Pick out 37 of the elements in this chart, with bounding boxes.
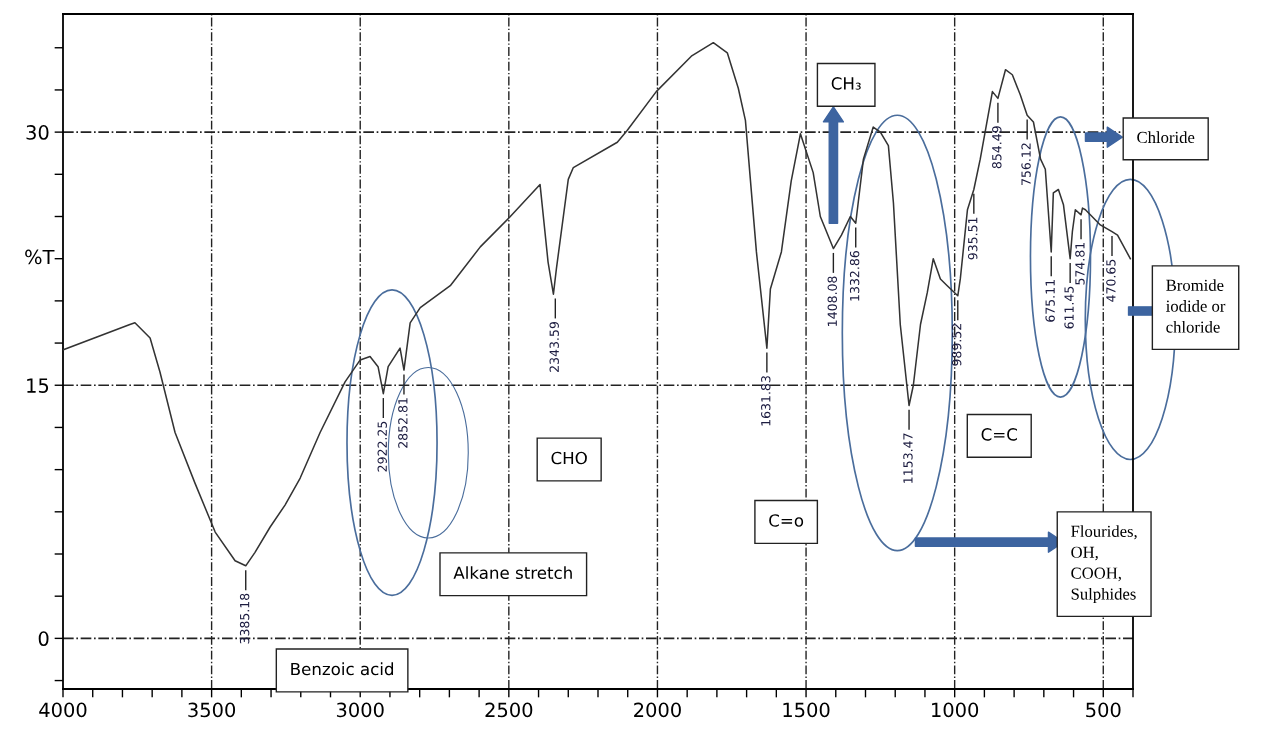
annotation: 470.65: [1106, 259, 1116, 302]
text: Chloride: [1137, 131, 1195, 144]
annotation: 854.49: [992, 126, 1002, 169]
annotation: Alkane stretch: [453, 566, 572, 580]
annotation: 935.51: [968, 217, 978, 260]
annotation: CHO: [551, 451, 587, 465]
y-tick-label: 30: [26, 125, 49, 140]
y-tick-label: 15: [27, 378, 49, 393]
annotation: 1153.47: [903, 433, 913, 483]
annotation: C=o: [769, 514, 804, 527]
annotation: 3385.18: [239, 593, 250, 644]
annotation: Benzoic acid: [291, 662, 394, 676]
annotation: 2922.25: [377, 421, 387, 472]
annotation: 611.45: [1064, 286, 1074, 329]
annotation: Flourides, OH, COOH, Sulphides: [1071, 525, 1137, 604]
annotation: 989.52: [951, 324, 962, 366]
x-tick-label: 2500: [485, 702, 533, 718]
annotation: 1631.83: [761, 376, 771, 426]
annotation: 675.11: [1045, 280, 1055, 322]
x-tick-label: 1500: [783, 702, 830, 718]
annotation: 756.12: [1021, 143, 1031, 185]
annotation: CH₃: [831, 77, 861, 90]
x-tick-label: 500: [1086, 702, 1121, 718]
x-tick-label: 3000: [336, 702, 384, 718]
x-tick-label: 4000: [39, 702, 87, 718]
y-tick-label: 0: [38, 631, 49, 647]
y-axis-title: %T: [25, 249, 55, 265]
annotation: 574.81: [1075, 242, 1085, 285]
annotation: C=C: [981, 428, 1017, 441]
annotation: 1408.08: [827, 276, 837, 326]
text: Bromide iodide or chloride: [1166, 279, 1226, 333]
x-tick-label: 2000: [634, 702, 681, 718]
x-tick-label: 3500: [188, 702, 236, 718]
annotation: 2852.81: [398, 398, 408, 448]
x-tick-label: 1000: [932, 702, 979, 718]
annotation: 1332.86: [849, 251, 860, 301]
annotation: 2343.59: [549, 322, 559, 372]
